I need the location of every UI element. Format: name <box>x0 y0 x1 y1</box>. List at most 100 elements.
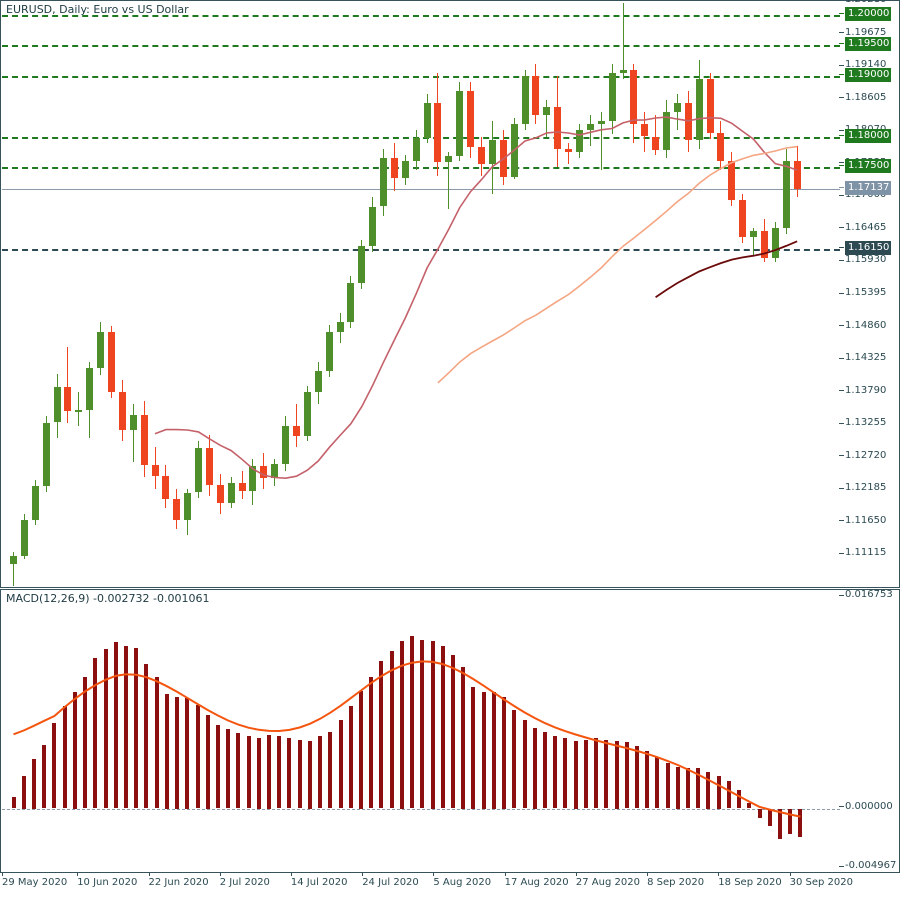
macd-histogram-bar[interactable] <box>62 705 67 809</box>
macd-histogram-bar[interactable] <box>665 763 670 809</box>
price-level-badge[interactable]: 1.19000 <box>839 67 892 82</box>
price-level-line[interactable] <box>2 45 840 48</box>
macd-histogram-bar[interactable] <box>512 709 517 809</box>
macd-histogram-bar[interactable] <box>297 739 302 809</box>
macd-histogram-bar[interactable] <box>594 738 598 809</box>
price-level-badge[interactable]: 1.17500 <box>839 158 892 173</box>
price-level-line[interactable] <box>2 166 840 169</box>
macd-signal-line[interactable] <box>13 660 801 818</box>
macd-histogram-bar[interactable] <box>399 641 404 809</box>
macd-histogram-bar[interactable] <box>328 731 333 809</box>
macd-histogram-bar[interactable] <box>532 728 537 809</box>
macd-histogram-bar[interactable] <box>553 735 558 809</box>
macd-histogram-bar[interactable] <box>767 808 772 826</box>
macd-histogram-bar[interactable] <box>256 737 261 809</box>
macd-histogram-bar[interactable] <box>42 744 47 809</box>
macd-histogram-bar[interactable] <box>522 720 527 809</box>
macd-histogram-bar[interactable] <box>573 741 578 809</box>
support-level-badge[interactable]: 1.16150 <box>839 241 892 256</box>
price-level-line[interactable] <box>2 136 840 139</box>
macd-histogram-bar[interactable] <box>134 648 139 809</box>
macd-histogram-bar[interactable] <box>563 738 568 809</box>
macd-histogram-bar[interactable] <box>369 677 374 809</box>
time-axis[interactable]: 29 May 2020 10 Jun 2020 22 Jun 2020 2 Jul 2… <box>0 872 900 900</box>
price-level-line[interactable] <box>2 249 840 252</box>
macd-histogram-bar[interactable] <box>185 697 190 809</box>
macd-histogram-bar[interactable] <box>583 739 588 809</box>
macd-histogram-bar[interactable] <box>348 705 353 809</box>
macd-histogram-bar[interactable] <box>788 808 793 834</box>
ma-fast-line[interactable] <box>154 116 798 480</box>
macd-histogram-bar[interactable] <box>798 808 803 838</box>
macd-histogram-bar[interactable] <box>103 648 108 809</box>
macd-histogram-bar[interactable] <box>123 646 128 809</box>
macd-histogram-bar[interactable] <box>93 657 98 809</box>
price-level-badge[interactable]: 1.18000 <box>839 128 892 143</box>
macd-histogram-bar[interactable] <box>236 733 241 809</box>
macd-axis[interactable]: 0.016753 0.000000 -0.004967 <box>839 589 900 873</box>
macd-histogram-bar[interactable] <box>287 738 292 809</box>
macd-histogram-bar[interactable] <box>440 645 445 809</box>
macd-histogram-bar[interactable] <box>195 704 200 809</box>
macd-histogram-bar[interactable] <box>338 720 343 809</box>
macd-histogram-bar[interactable] <box>696 768 701 809</box>
macd-histogram-bar[interactable] <box>716 776 721 809</box>
macd-histogram-bar[interactable] <box>614 741 619 809</box>
macd-histogram-bar[interactable] <box>144 664 149 809</box>
price-level-badge[interactable]: 1.20000 <box>839 6 892 21</box>
macd-histogram-bar[interactable] <box>72 691 77 809</box>
price-level-line[interactable] <box>2 14 840 17</box>
macd-histogram-bar[interactable] <box>410 635 415 809</box>
macd-histogram-bar[interactable] <box>11 797 16 809</box>
macd-histogram-bar[interactable] <box>420 639 425 809</box>
macd-histogram-bar[interactable] <box>675 767 680 809</box>
macd-histogram-bar[interactable] <box>686 768 690 809</box>
macd-histogram-bar[interactable] <box>83 677 87 809</box>
macd-histogram-bar[interactable] <box>175 696 179 809</box>
macd-histogram-bar[interactable] <box>21 776 26 809</box>
price-level-line[interactable] <box>2 75 840 78</box>
macd-histogram-bar[interactable] <box>655 756 660 809</box>
macd-histogram-bar[interactable] <box>226 729 231 809</box>
macd-histogram-bar[interactable] <box>542 731 547 809</box>
macd-histogram-bar[interactable] <box>205 715 210 809</box>
macd-histogram-bar[interactable] <box>389 651 394 809</box>
macd-histogram-bar[interactable] <box>747 803 752 809</box>
macd-histogram-bar[interactable] <box>634 746 639 809</box>
candle-body <box>271 463 279 479</box>
macd-histogram-bar[interactable] <box>726 781 731 809</box>
macd-histogram-bar[interactable] <box>757 808 762 819</box>
macd-histogram-bar[interactable] <box>450 655 455 809</box>
macd-histogram-bar[interactable] <box>154 677 159 809</box>
price-axis[interactable]: 1.202101.196751.191401.186051.180701.175… <box>839 0 900 588</box>
macd-histogram-bar[interactable] <box>624 742 629 809</box>
current-price-badge[interactable]: 1.17137 <box>839 181 892 195</box>
macd-histogram-bar[interactable] <box>246 735 251 809</box>
macd-histogram-bar[interactable] <box>215 725 220 809</box>
macd-histogram-bar[interactable] <box>737 790 742 809</box>
macd-histogram-bar[interactable] <box>318 735 323 809</box>
macd-histogram-bar[interactable] <box>267 734 271 809</box>
macd-histogram-bar[interactable] <box>778 808 782 839</box>
macd-histogram-bar[interactable] <box>307 741 312 809</box>
macd-histogram-bar[interactable] <box>31 758 36 809</box>
macd-histogram-bar[interactable] <box>502 696 506 809</box>
macd-histogram-bar[interactable] <box>379 661 384 809</box>
price-plot-area[interactable] <box>2 2 840 588</box>
macd-histogram-bar[interactable] <box>706 772 711 809</box>
macd-histogram-bar[interactable] <box>491 691 496 809</box>
macd-histogram-bar[interactable] <box>359 691 363 809</box>
macd-histogram-bar[interactable] <box>461 667 466 809</box>
price-level-line[interactable] <box>2 189 840 190</box>
macd-histogram-bar[interactable] <box>430 641 435 809</box>
macd-histogram-bar[interactable] <box>52 722 57 809</box>
macd-histogram-bar[interactable] <box>645 751 650 809</box>
macd-plot-area[interactable] <box>2 591 840 873</box>
macd-histogram-bar[interactable] <box>113 642 118 809</box>
macd-histogram-bar[interactable] <box>471 686 476 809</box>
macd-histogram-bar[interactable] <box>164 694 169 809</box>
macd-histogram-bar[interactable] <box>481 691 486 809</box>
macd-histogram-bar[interactable] <box>277 735 282 809</box>
price-level-badge[interactable]: 1.19500 <box>839 37 892 52</box>
macd-histogram-bar[interactable] <box>604 739 609 809</box>
